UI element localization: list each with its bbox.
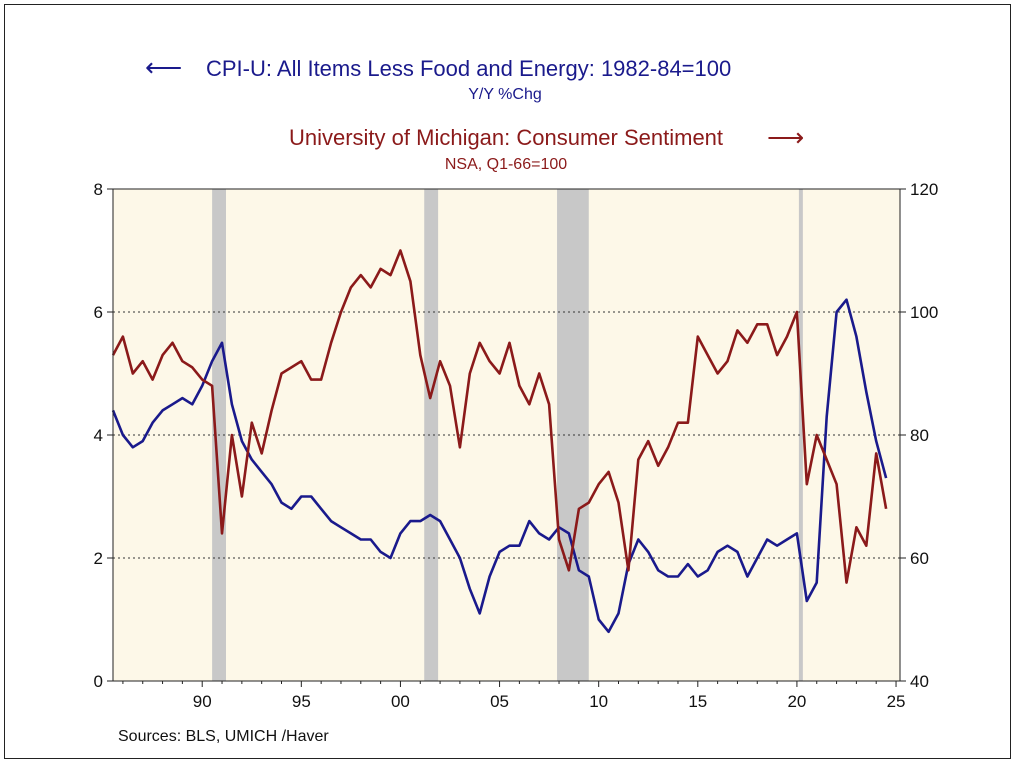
y-left-tick-label: 4 bbox=[94, 426, 103, 445]
y-right-tick-label: 40 bbox=[910, 672, 929, 691]
x-tick-label: 95 bbox=[292, 692, 311, 711]
y-right-tick-label: 80 bbox=[910, 426, 929, 445]
y-left-tick-label: 2 bbox=[94, 549, 103, 568]
gridlines bbox=[113, 311, 900, 559]
recession-band bbox=[798, 189, 803, 681]
y-right-tick-label: 60 bbox=[910, 549, 929, 568]
legend-sub-cpi: Y/Y %Chg bbox=[468, 86, 542, 103]
x-tick-label: 10 bbox=[589, 692, 608, 711]
x-tick-label: 25 bbox=[887, 692, 906, 711]
x-tick-label: 90 bbox=[193, 692, 212, 711]
legend-label-umich: University of Michigan: Consumer Sentime… bbox=[289, 125, 723, 150]
x-tick-label: 00 bbox=[391, 692, 410, 711]
series-lines bbox=[111, 249, 888, 634]
y-left-tick-label: 0 bbox=[94, 672, 103, 691]
y-left-tick-label: 6 bbox=[94, 303, 103, 322]
x-tick-label: 05 bbox=[490, 692, 509, 711]
y-right-tick-label: 100 bbox=[910, 303, 938, 322]
source-note: Sources: BLS, UMICH /Haver bbox=[118, 728, 329, 745]
y-left-tick-label: 8 bbox=[94, 180, 103, 199]
legend-sub-umich: NSA, Q1-66=100 bbox=[445, 156, 567, 173]
axes: 0 2 4 6 8 40 60 80 100 120 90 95 00 05 10 15 20 25 bbox=[94, 180, 939, 711]
series-line-cpi bbox=[111, 298, 888, 634]
x-tick-label: 15 bbox=[688, 692, 707, 711]
legend-label-cpi: CPI-U: All Items Less Food and Energy: 1… bbox=[206, 56, 731, 81]
recession-band bbox=[424, 189, 439, 681]
legend-arrow-right: ⟶ bbox=[767, 122, 804, 152]
y-right-tick-label: 120 bbox=[910, 180, 938, 199]
legend-arrow-left: ⟵ bbox=[145, 52, 182, 82]
series-line-sentiment bbox=[111, 249, 888, 584]
x-tick-label: 20 bbox=[787, 692, 806, 711]
